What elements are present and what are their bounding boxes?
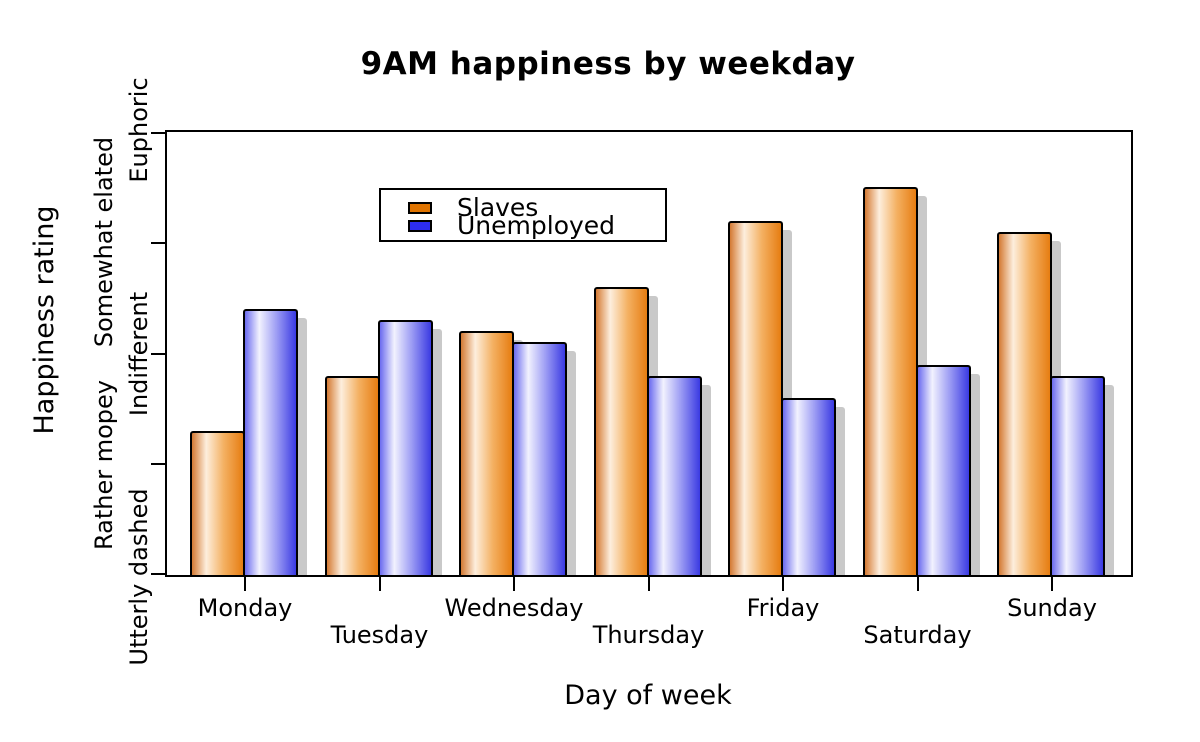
y-tick-label: Utterly dashed [125, 488, 153, 666]
x-tick-label: Wednesday [444, 594, 584, 622]
x-axis-tick [1051, 577, 1053, 591]
x-axis-tick [782, 577, 784, 591]
y-axis-tick [151, 573, 165, 575]
legend: Slaves Unemployed [379, 188, 667, 242]
y-axis-tick [151, 132, 165, 134]
y-tick-label: Euphoric [125, 77, 153, 183]
bar-slaves-wednesday [459, 331, 514, 575]
x-tick-label: Tuesday [330, 621, 429, 649]
legend-label: Unemployed [457, 211, 616, 240]
plot-area: Slaves Unemployed [151, 130, 1133, 591]
bar-unemployed-thursday [646, 375, 702, 575]
legend-swatch-unemployed [408, 220, 432, 232]
bar-unemployed-monday [243, 309, 298, 575]
bar-slaves-friday [728, 220, 783, 575]
bar-slaves-thursday [593, 287, 649, 575]
chart-title: 9AM happiness by weekday [360, 46, 856, 82]
bar-slaves-sunday [997, 231, 1052, 575]
bar-unemployed-tuesday [377, 320, 433, 575]
legend-swatch-slaves [408, 202, 432, 214]
x-tick-label: Thursday [592, 621, 705, 649]
y-axis-title: Happiness rating [28, 205, 60, 435]
x-tick-label: Friday [746, 594, 820, 622]
x-axis-title: Day of week [564, 680, 732, 711]
y-tick-label: Somewhat elated [90, 136, 118, 347]
x-axis-tick [647, 577, 650, 591]
legend-item-slaves: Slaves [381, 195, 665, 221]
y-axis-tick [151, 463, 165, 466]
y-axis-tick [151, 241, 165, 244]
x-axis-tick [378, 577, 381, 591]
bar-slaves-monday [190, 431, 245, 575]
x-axis-tick [916, 577, 919, 591]
y-tick-label: Indifferent [125, 291, 153, 416]
y-tick-label: Rather mopey [90, 380, 118, 551]
x-axis-tick [513, 577, 515, 591]
legend-item-unemployed: Unemployed [381, 213, 665, 239]
bar-unemployed-saturday [915, 364, 971, 575]
y-axis-tick [151, 352, 165, 355]
bar-unemployed-wednesday [512, 342, 567, 575]
bar-slaves-tuesday [324, 375, 380, 575]
bar-slaves-saturday [862, 187, 918, 575]
legend-label: Slaves [457, 193, 539, 222]
bar-unemployed-friday [781, 397, 836, 575]
x-tick-label: Sunday [1007, 594, 1097, 622]
bar-unemployed-sunday [1050, 375, 1105, 575]
x-tick-label: Monday [197, 594, 293, 622]
x-tick-label: Saturday [863, 621, 972, 649]
x-axis-tick [244, 577, 246, 591]
